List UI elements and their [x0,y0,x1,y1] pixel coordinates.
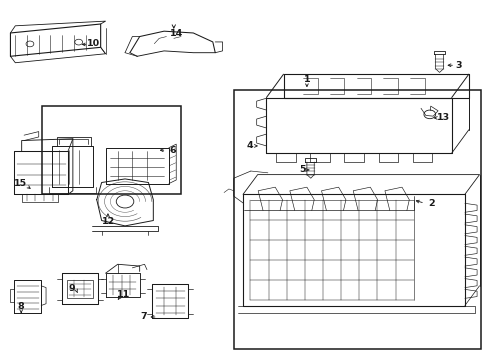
Bar [42,107,181,194]
Text: 4: 4 [245,141,252,150]
Text: 6: 6 [169,146,175,155]
Text: 13: 13 [436,113,449,122]
Text: 1: 1 [303,75,309,84]
Bar [233,90,481,348]
Text: 3: 3 [455,61,461,70]
Text: 15: 15 [14,179,27,188]
Text: 12: 12 [102,217,115,226]
Text: 5: 5 [298,166,305,175]
Text: 9: 9 [68,284,75,293]
Text: 10: 10 [86,39,100,48]
Text: 8: 8 [18,302,24,311]
Text: 2: 2 [427,199,434,208]
Text: 11: 11 [117,289,130,298]
Text: 7: 7 [140,312,146,321]
Text: 14: 14 [169,29,183,38]
Bar [66,280,93,298]
